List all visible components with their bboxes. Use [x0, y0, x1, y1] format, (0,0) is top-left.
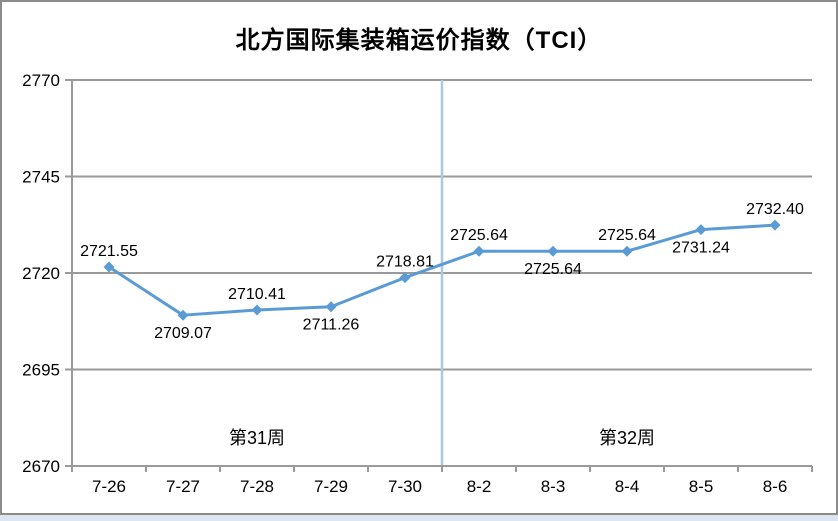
x-tick-label: 8-5: [689, 477, 714, 496]
x-tick-label: 7-30: [388, 477, 422, 496]
data-point-marker: [695, 224, 707, 236]
data-point-marker: [621, 245, 633, 257]
window-bottom-strip: [0, 515, 838, 521]
data-point-marker: [103, 261, 115, 273]
x-tick-label: 7-28: [240, 477, 274, 496]
data-label: 2725.64: [598, 227, 656, 244]
data-point-marker: [769, 219, 781, 231]
x-tick-label: 8-4: [615, 477, 640, 496]
data-point-marker: [399, 272, 411, 284]
y-tick-label: 2670: [22, 457, 60, 476]
data-label: 2711.26: [303, 317, 360, 334]
x-tick-label: 8-3: [541, 477, 566, 496]
x-tick-label: 7-27: [166, 477, 200, 496]
data-label: 2710.41: [228, 286, 286, 303]
data-label: 2709.07: [154, 325, 212, 342]
y-tick-label: 2745: [22, 168, 60, 187]
x-tick-label: 8-6: [763, 477, 788, 496]
week-annotation: 第32周: [599, 428, 655, 448]
y-tick-label: 2770: [22, 71, 60, 90]
data-point-marker: [177, 309, 189, 321]
chart-title: 北方国际集装箱运价指数（TCI）: [235, 27, 603, 54]
data-label: 2725.64: [524, 261, 582, 278]
data-label: 2718.81: [376, 254, 434, 271]
y-tick-label: 2695: [22, 361, 60, 380]
data-point-marker: [547, 245, 559, 257]
data-label: 2731.24: [672, 240, 730, 257]
x-tick-label: 7-29: [314, 477, 348, 496]
data-label: 2732.40: [746, 201, 804, 218]
data-point-marker: [251, 304, 263, 316]
data-label: 2725.64: [450, 227, 508, 244]
x-tick-label: 7-26: [92, 477, 126, 496]
data-point-marker: [325, 301, 337, 313]
x-tick-label: 8-2: [467, 477, 492, 496]
week-annotation: 第31周: [229, 428, 285, 448]
data-point-marker: [473, 245, 485, 257]
series-line: [108, 223, 776, 317]
data-label: 2721.55: [80, 243, 138, 260]
y-tick-label: 2720: [22, 264, 60, 283]
